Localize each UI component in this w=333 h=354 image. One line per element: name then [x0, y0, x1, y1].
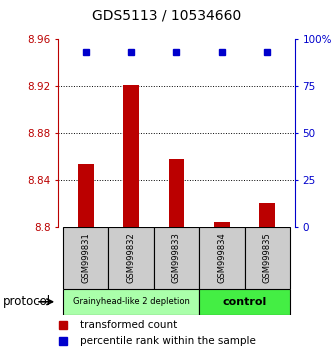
Bar [168, 159, 184, 227]
Text: GSM999833: GSM999833 [172, 232, 181, 283]
Bar [154, 227, 199, 289]
Bar [199, 289, 290, 315]
Bar [108, 227, 154, 289]
Text: GSM999835: GSM999835 [263, 232, 272, 283]
Text: Grainyhead-like 2 depletion: Grainyhead-like 2 depletion [73, 297, 189, 306]
Text: GSM999832: GSM999832 [127, 232, 136, 283]
Bar [259, 203, 275, 227]
Bar [245, 227, 290, 289]
Text: percentile rank within the sample: percentile rank within the sample [80, 336, 256, 346]
Bar [214, 222, 230, 227]
Bar [78, 164, 94, 227]
Bar [199, 227, 245, 289]
Text: control: control [222, 297, 267, 307]
Text: GSM999834: GSM999834 [217, 232, 226, 283]
Text: transformed count: transformed count [80, 320, 177, 330]
Text: GSM999831: GSM999831 [81, 232, 90, 283]
Bar [63, 289, 199, 315]
Bar [123, 85, 139, 227]
Bar [63, 227, 108, 289]
Text: protocol: protocol [3, 295, 52, 308]
Text: GDS5113 / 10534660: GDS5113 / 10534660 [92, 9, 241, 23]
